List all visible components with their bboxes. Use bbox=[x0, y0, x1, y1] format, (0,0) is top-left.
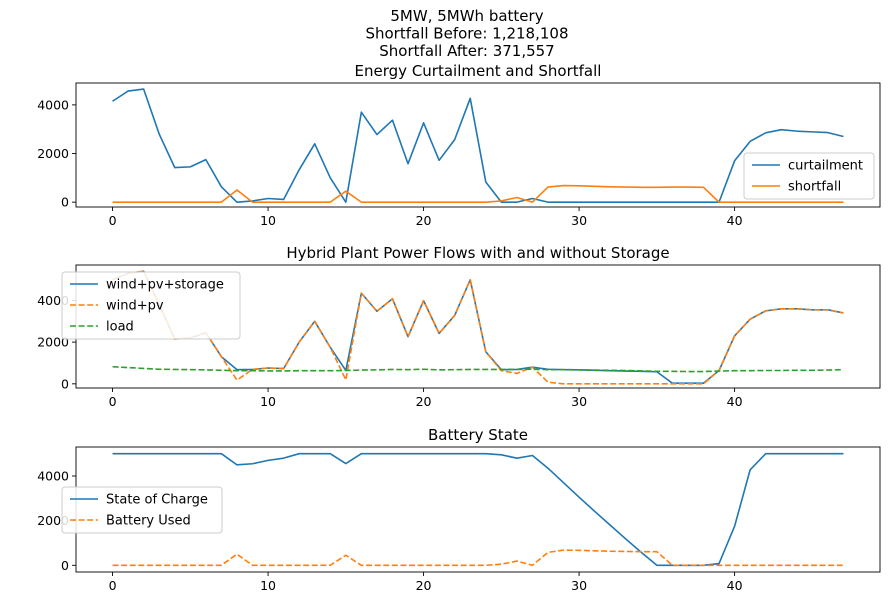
y-tick-label: 2000 bbox=[37, 513, 69, 528]
legend-label: State of Charge bbox=[106, 493, 208, 508]
series-line-curtailment bbox=[112, 88, 844, 203]
y-tick-label: 4000 bbox=[37, 97, 69, 112]
y-tick-label: 4000 bbox=[37, 469, 69, 484]
series-line-state-of-charge bbox=[112, 452, 844, 567]
figure-title-line: Shortfall Before: 1,218,108 bbox=[365, 25, 568, 43]
axes-frame bbox=[75, 82, 881, 208]
x-tick-label: 30 bbox=[571, 578, 587, 593]
y-tick-label: 2000 bbox=[37, 335, 69, 350]
x-tick-label: 0 bbox=[109, 578, 117, 593]
chart-title: Hybrid Plant Power Flows with and withou… bbox=[286, 244, 669, 262]
x-tick-label: 40 bbox=[727, 394, 743, 409]
series-line-load bbox=[112, 365, 844, 373]
legend: wind+pv+storage wind+pv load bbox=[61, 271, 241, 340]
chart-2: Hybrid Plant Power Flows with and withou… bbox=[37, 244, 881, 409]
x-tick-label: 20 bbox=[416, 394, 432, 409]
legend: curtailment shortfall bbox=[743, 152, 875, 200]
y-tick-label: 2000 bbox=[37, 146, 69, 161]
legend-box bbox=[61, 271, 241, 340]
figure-title-line: Shortfall After: 371,557 bbox=[379, 42, 554, 60]
x-tick-label: 0 bbox=[109, 213, 117, 228]
chart-title: Battery State bbox=[428, 426, 528, 444]
series-line-wind-pv bbox=[112, 270, 844, 385]
legend-label: Battery Used bbox=[106, 514, 191, 529]
series-line-battery-used bbox=[112, 549, 844, 567]
chart-1: Energy Curtailment and Shortfall 0 10 20 30 4… bbox=[37, 62, 881, 228]
x-tick-label: 10 bbox=[260, 213, 276, 228]
x-tick-label: 40 bbox=[727, 578, 743, 593]
series-group bbox=[112, 88, 844, 203]
legend-label: curtailment bbox=[788, 159, 863, 174]
x-tick-label: 30 bbox=[571, 213, 587, 228]
y-tick-label: 0 bbox=[61, 195, 69, 210]
legend-label: load bbox=[106, 320, 134, 335]
legend-label: shortfall bbox=[788, 180, 841, 195]
y-tick-label: 4000 bbox=[37, 293, 69, 308]
x-tick-label: 10 bbox=[260, 578, 276, 593]
x-tick-label: 0 bbox=[109, 394, 117, 409]
x-tick-label: 20 bbox=[416, 213, 432, 228]
legend-box bbox=[61, 486, 223, 534]
series-line-shortfall bbox=[112, 184, 844, 203]
legend-label: wind+pv+storage bbox=[106, 278, 224, 293]
x-tick-label: 40 bbox=[727, 213, 743, 228]
legend-label: wind+pv bbox=[106, 299, 164, 314]
figure-title: 5MW, 5MWh battery Shortfall Before: 1,21… bbox=[365, 7, 568, 60]
series-group bbox=[112, 452, 844, 567]
y-tick-label: 0 bbox=[61, 376, 69, 391]
legend: State of Charge Battery Used bbox=[61, 486, 223, 534]
series-group bbox=[112, 270, 844, 385]
x-tick-label: 30 bbox=[571, 394, 587, 409]
y-tick-label: 0 bbox=[61, 558, 69, 573]
chart-3: Battery State 0 10 20 30 40 0 2000 4000 State of … bbox=[37, 426, 881, 593]
x-tick-label: 10 bbox=[260, 394, 276, 409]
chart-title: Energy Curtailment and Shortfall bbox=[355, 62, 602, 80]
x-tick-label: 20 bbox=[416, 578, 432, 593]
figure-title-line: 5MW, 5MWh battery bbox=[390, 7, 543, 25]
